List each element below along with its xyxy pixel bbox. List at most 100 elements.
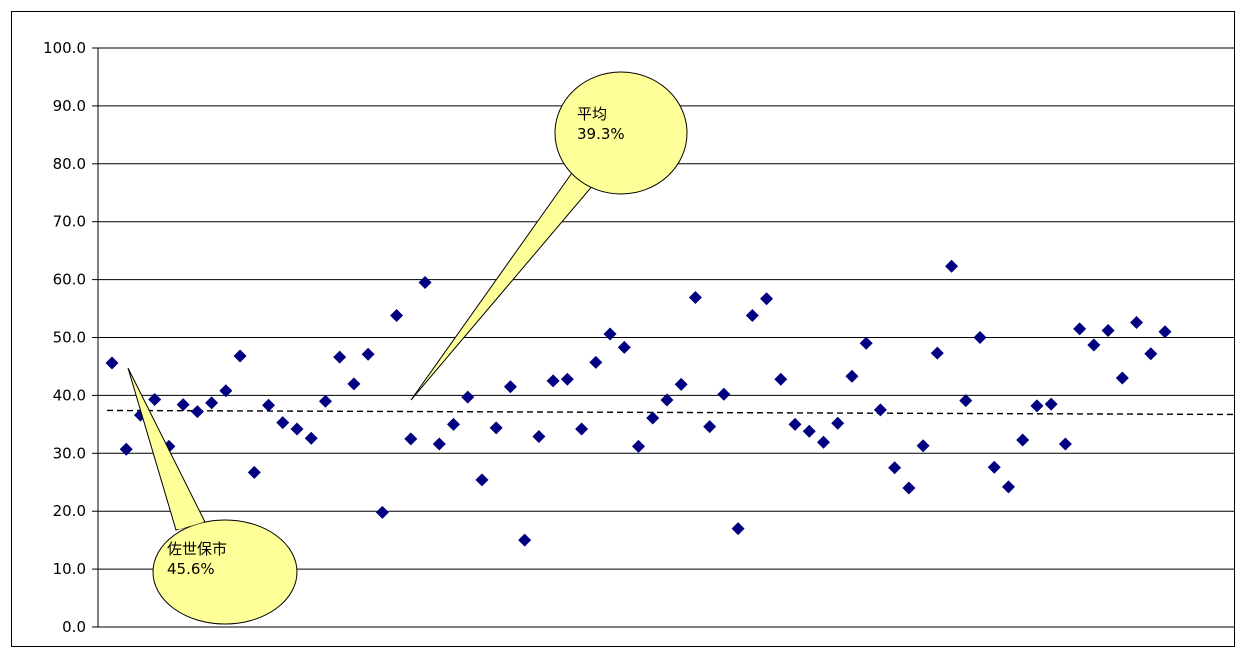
data-point [518,533,532,547]
data-point [247,465,261,479]
data-point [361,347,375,361]
data-point [404,432,418,446]
data-point [503,380,517,394]
callout-label: 佐世保市 [167,540,227,558]
data-point [1058,437,1072,451]
data-point [731,522,745,536]
data-point [447,417,461,431]
data-point [745,308,759,322]
data-point [617,340,631,354]
data-point [390,308,404,322]
average-line-layer [106,409,1234,416]
data-point [489,421,503,435]
data-point [774,372,788,386]
callout-pointer [127,367,206,531]
data-point [873,403,887,417]
data-point [603,327,617,341]
data-point [703,420,717,434]
callout-seam [575,170,593,184]
data-point [432,437,446,451]
scatter-chart: 100.0 90.0 80.0 70.0 60.0 50.0 40.0 30.0 20.0 10.… [43,39,1234,636]
data-point [589,355,603,369]
data-point [105,356,119,370]
y-tick-label: 100.0 [43,39,86,57]
y-tick-label: 40.0 [53,386,86,404]
data-point [290,422,304,436]
data-point [418,275,432,289]
data-point [660,393,674,407]
average-line [106,409,1234,416]
data-point [1144,347,1158,361]
data-point [902,481,916,495]
data-point [816,435,830,449]
data-point [1101,324,1115,338]
data-point [333,350,347,364]
data-point [205,396,219,410]
data-point [560,372,574,386]
data-point [1158,325,1172,339]
data-point [1130,315,1144,329]
callout-layer: 平均 39.3% 佐世保市 45.6% [127,71,688,625]
data-point [930,346,944,360]
y-tick-label: 0.0 [62,618,86,636]
data-point [233,349,247,363]
callout-value: 39.3% [577,125,625,143]
data-point [347,377,361,391]
data-point [276,416,290,430]
y-tick-label: 10.0 [53,560,86,578]
data-point [1044,397,1058,411]
y-tick-label: 70.0 [53,213,86,231]
data-point [973,331,987,344]
y-tick-label: 50.0 [53,329,86,347]
data-point [859,336,873,350]
points-layer [105,259,1172,547]
data-point [318,394,332,408]
data-point [845,369,859,383]
data-point [461,390,475,404]
data-point [304,431,318,445]
sasebo-callout: 佐世保市 45.6% [127,367,298,625]
data-point [1073,322,1087,336]
data-point [646,411,660,425]
callout-pointer [410,169,595,401]
callout-label: 平均 [577,105,607,123]
data-point [632,439,645,453]
data-point [375,505,389,519]
data-point [119,442,133,456]
data-point [959,394,973,408]
data-point [788,417,802,431]
data-point [802,424,816,438]
y-tick-label: 90.0 [53,97,86,115]
data-point [987,460,1001,474]
data-point [1016,433,1030,447]
grid-layer [98,47,1234,570]
data-point [176,398,190,412]
data-point [1001,480,1015,494]
chart-frame: 100.0 90.0 80.0 70.0 60.0 50.0 40.0 30.0 20.0 10.… [11,11,1235,647]
data-point [546,374,560,388]
data-point [1087,338,1101,352]
callout-seam [177,520,204,530]
data-point [717,387,731,401]
average-callout: 平均 39.3% [410,71,688,401]
data-point [532,430,546,444]
y-tick-label: 30.0 [53,444,86,462]
data-point [148,392,162,406]
data-point [1030,399,1044,413]
y-tick-label: 80.0 [53,155,86,173]
data-point [475,473,489,487]
data-point [945,259,959,273]
axis-layer: 100.0 90.0 80.0 70.0 60.0 50.0 40.0 30.0 20.0 10.… [43,39,1234,636]
data-point [831,416,845,430]
data-point [575,422,589,436]
y-tick-label: 60.0 [53,271,86,289]
data-point [262,398,276,412]
data-point [190,405,204,419]
data-point [916,439,930,453]
data-point [760,292,774,306]
callout-bubble [152,519,298,625]
data-point [688,291,702,305]
data-point [674,377,688,391]
callout-value: 45.6% [167,560,215,578]
data-point [1115,371,1129,385]
